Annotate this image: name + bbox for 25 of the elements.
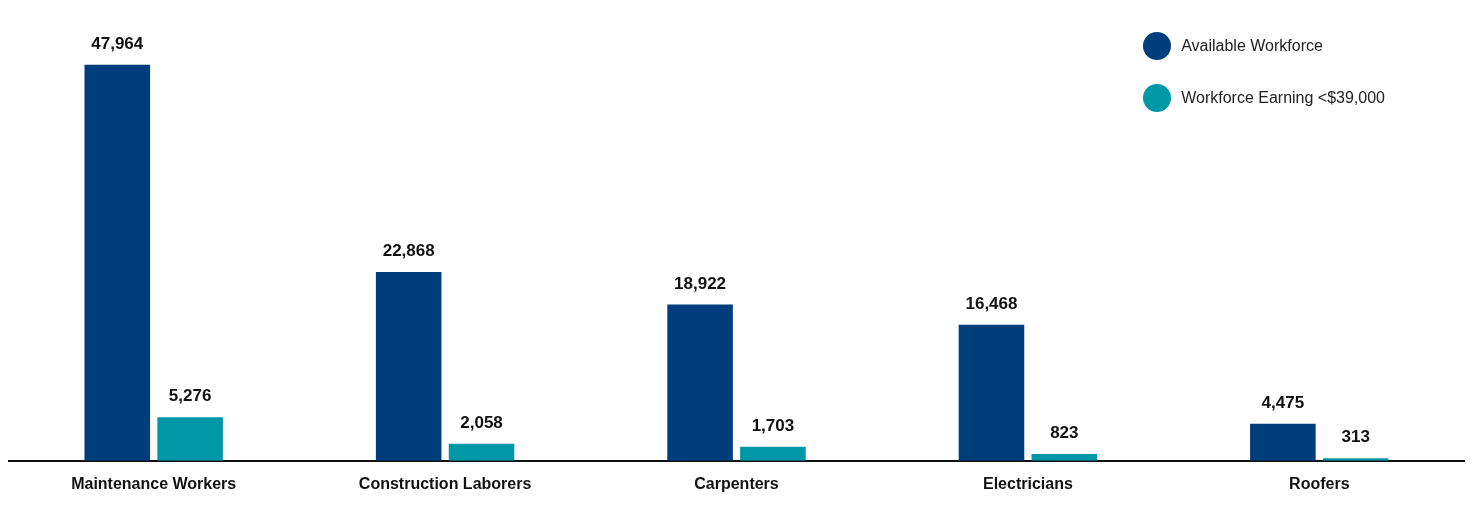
data-label: 4,475 [1261, 393, 1305, 413]
legend-label: Workforce Earning <$39,000 [1181, 89, 1385, 107]
x-tick-label: Construction Laborers [358, 474, 532, 492]
data-label: 18,922 [674, 273, 727, 293]
bar [84, 64, 151, 461]
bar [157, 417, 223, 461]
data-label: 47,964 [91, 34, 144, 53]
bar [375, 272, 442, 461]
data-label: 313 [1341, 427, 1370, 447]
legend-label: Available Workforce [1181, 37, 1323, 55]
bar [1250, 423, 1316, 461]
bar [740, 446, 806, 461]
x-tick-label: Carpenters [694, 474, 779, 492]
data-label: 16,468 [965, 294, 1018, 314]
data-label: 2,058 [460, 413, 503, 432]
x-tick-label: Roofers [1289, 474, 1350, 492]
data-label: 823 [1050, 423, 1079, 443]
data-label: 1,703 [751, 415, 795, 435]
bar [667, 304, 733, 461]
data-label: 22,868 [382, 241, 435, 261]
data-label: 5,276 [168, 386, 212, 406]
x-tick-label: Maintenance Workers [71, 474, 237, 492]
bar [958, 324, 1025, 461]
bar [448, 443, 515, 461]
x-tick-label: Electricians [982, 474, 1073, 492]
